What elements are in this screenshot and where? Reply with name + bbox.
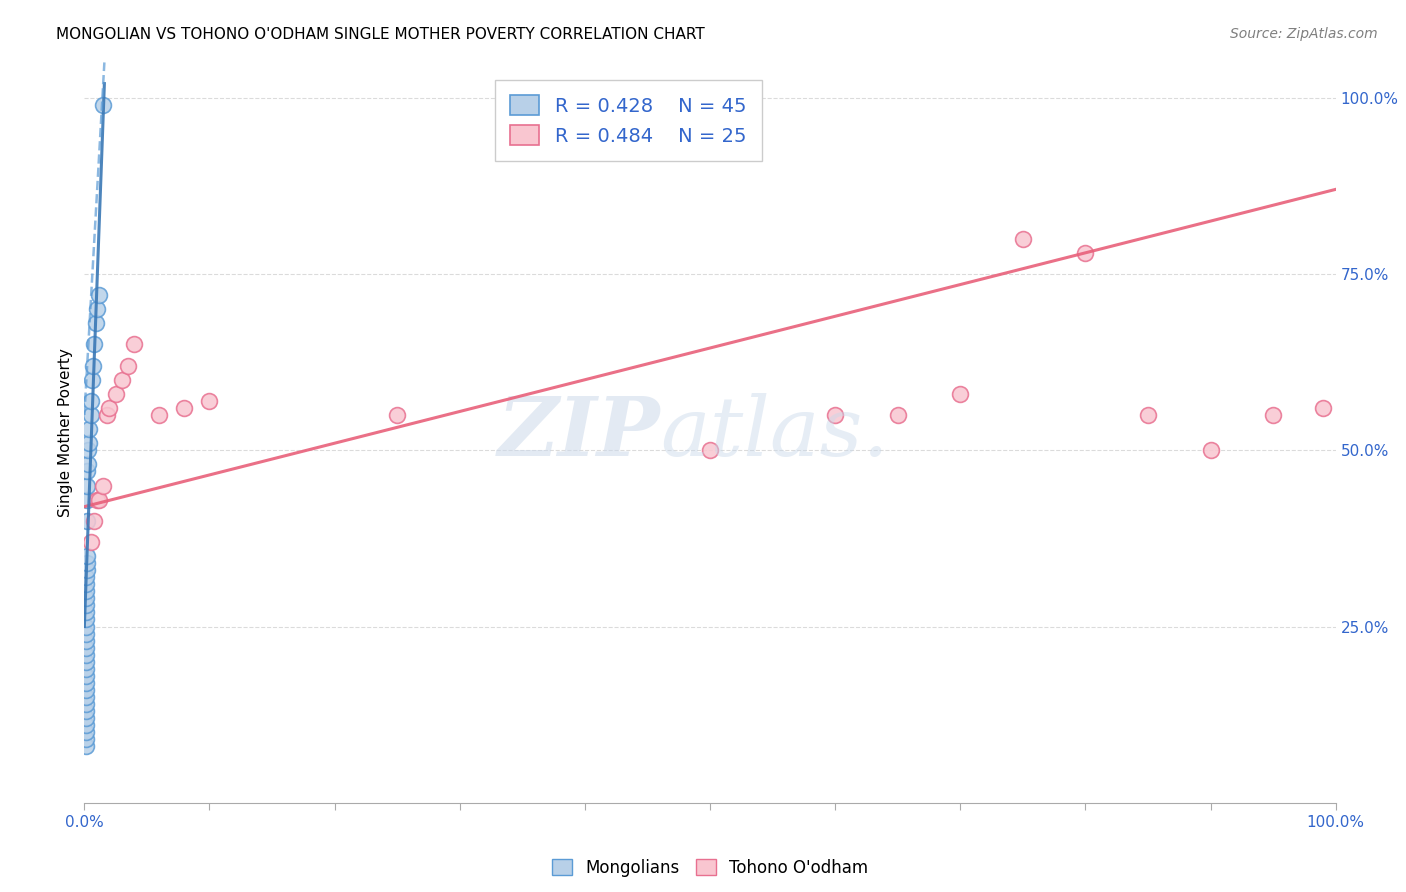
- Point: [75, 626, 97, 640]
- Y-axis label: Single Mother Poverty: Single Mother Poverty: [58, 348, 73, 517]
- Point: [86, 492, 108, 507]
- Point: [385, 408, 409, 422]
- Point: [79, 393, 101, 408]
- Point: [79, 422, 101, 436]
- Point: [75, 591, 97, 606]
- Point: [82, 359, 104, 373]
- Text: MONGOLIAN VS TOHONO O'ODHAM SINGLE MOTHER POVERTY CORRELATION CHART: MONGOLIAN VS TOHONO O'ODHAM SINGLE MOTHE…: [56, 27, 704, 42]
- Point: [1074, 245, 1097, 260]
- Point: [77, 443, 100, 458]
- Point: [76, 549, 98, 563]
- Point: [1199, 443, 1222, 458]
- Point: [699, 443, 721, 458]
- Point: [824, 408, 846, 422]
- Point: [76, 478, 98, 492]
- Point: [75, 570, 97, 584]
- Point: [91, 478, 114, 492]
- Point: [75, 599, 97, 613]
- Point: [1136, 408, 1159, 422]
- Point: [77, 458, 100, 472]
- Point: [75, 669, 97, 683]
- Point: [75, 704, 97, 718]
- Point: [98, 401, 121, 415]
- Point: [75, 690, 97, 704]
- Point: [1263, 408, 1285, 422]
- Point: [949, 387, 972, 401]
- Point: [173, 401, 195, 415]
- Point: [83, 514, 105, 528]
- Point: [96, 408, 118, 422]
- Point: [79, 535, 101, 549]
- Point: [75, 640, 97, 655]
- Point: [83, 337, 105, 351]
- Point: [89, 288, 111, 302]
- Point: [79, 408, 101, 422]
- Point: [111, 373, 134, 387]
- Point: [75, 697, 97, 711]
- Point: [1312, 401, 1334, 415]
- Point: [75, 619, 97, 633]
- Point: [75, 676, 97, 690]
- Point: [75, 655, 97, 669]
- Point: [89, 492, 111, 507]
- Point: [75, 648, 97, 662]
- Point: [75, 577, 97, 591]
- Point: [84, 316, 107, 330]
- Point: [75, 606, 97, 620]
- Text: ZIP: ZIP: [498, 392, 659, 473]
- Text: Source: ZipAtlas.com: Source: ZipAtlas.com: [1230, 27, 1378, 41]
- Point: [75, 739, 97, 754]
- Point: [75, 718, 97, 732]
- Point: [76, 514, 98, 528]
- Point: [124, 337, 146, 351]
- Point: [104, 387, 127, 401]
- Point: [75, 612, 97, 626]
- Legend: Mongolians, Tohono O'odham: Mongolians, Tohono O'odham: [546, 852, 875, 883]
- Point: [86, 302, 108, 317]
- Text: atlas.: atlas.: [659, 392, 889, 473]
- Point: [76, 556, 98, 570]
- Point: [79, 436, 101, 450]
- Point: [75, 732, 97, 747]
- Point: [1012, 232, 1035, 246]
- Point: [75, 683, 97, 698]
- Point: [76, 464, 98, 478]
- Point: [75, 711, 97, 725]
- Point: [76, 563, 98, 577]
- Point: [117, 359, 139, 373]
- Point: [80, 373, 103, 387]
- Point: [198, 393, 221, 408]
- Point: [75, 584, 97, 599]
- Point: [75, 725, 97, 739]
- Point: [75, 633, 97, 648]
- Point: [887, 408, 910, 422]
- Point: [91, 97, 114, 112]
- Point: [76, 492, 98, 507]
- Point: [75, 662, 97, 676]
- Point: [148, 408, 170, 422]
